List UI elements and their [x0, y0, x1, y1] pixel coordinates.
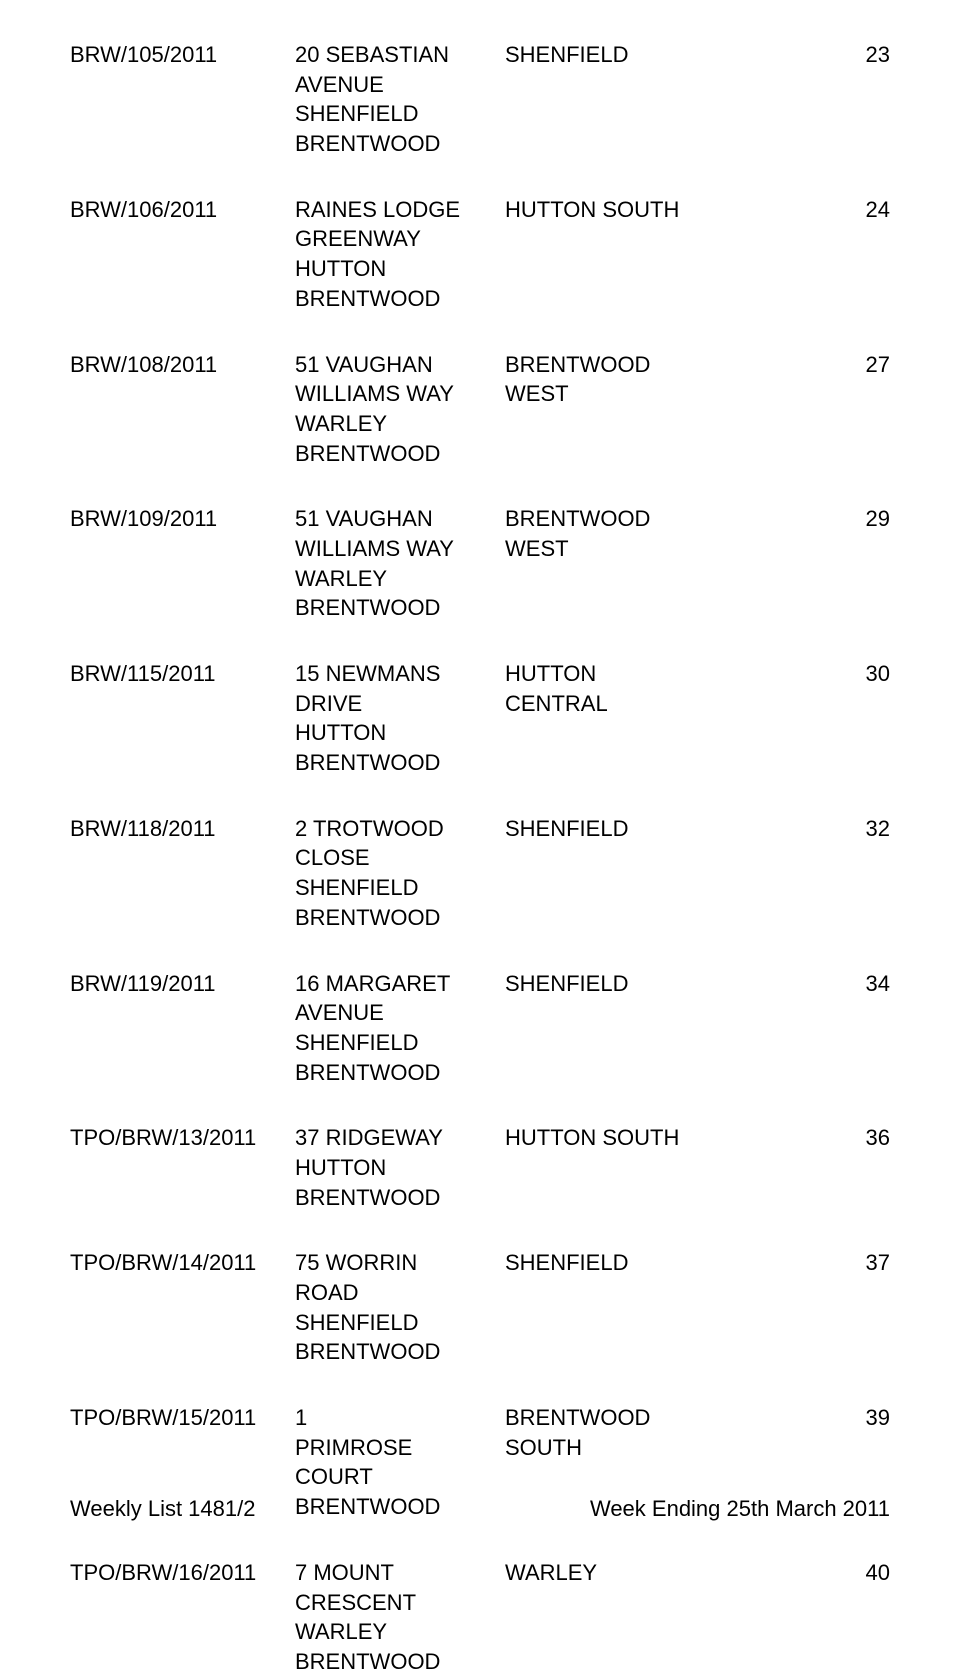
page-number-cell: 24	[840, 195, 890, 225]
ward-cell: HUTTON SOUTH	[505, 195, 840, 225]
ward-cell: SHENFIELD	[505, 40, 840, 70]
page-number-cell: 29	[840, 504, 890, 534]
address-cell: RAINES LODGE GREENWAY HUTTON BRENTWOOD	[295, 195, 505, 314]
reference-cell: TPO/BRW/13/2011	[70, 1123, 295, 1153]
address-cell: 15 NEWMANS DRIVE HUTTON BRENTWOOD	[295, 659, 505, 778]
ward-cell: SHENFIELD	[505, 1248, 840, 1278]
reference-cell: TPO/BRW/16/2011	[70, 1558, 295, 1588]
ward-cell: SHENFIELD	[505, 814, 840, 844]
page-number-cell: 23	[840, 40, 890, 70]
reference-cell: BRW/119/2011	[70, 969, 295, 999]
ward-cell: WARLEY	[505, 1558, 840, 1588]
address-cell: 37 RIDGEWAY HUTTON BRENTWOOD	[295, 1123, 505, 1212]
ward-cell: SHENFIELD	[505, 969, 840, 999]
reference-cell: BRW/109/2011	[70, 504, 295, 534]
page-number-cell: 32	[840, 814, 890, 844]
table-row: TPO/BRW/16/20117 MOUNT CRESCENT WARLEY B…	[70, 1558, 890, 1677]
table-row: BRW/119/201116 MARGARET AVENUE SHENFIELD…	[70, 969, 890, 1088]
table-row: BRW/106/2011RAINES LODGE GREENWAY HUTTON…	[70, 195, 890, 314]
page: BRW/105/201120 SEBASTIAN AVENUE SHENFIEL…	[0, 0, 960, 1582]
page-number-cell: 40	[840, 1558, 890, 1588]
reference-cell: BRW/115/2011	[70, 659, 295, 689]
table-row: BRW/108/201151 VAUGHAN WILLIAMS WAY WARL…	[70, 350, 890, 469]
reference-cell: BRW/106/2011	[70, 195, 295, 225]
ward-cell: HUTTON CENTRAL	[505, 659, 840, 718]
reference-cell: BRW/108/2011	[70, 350, 295, 380]
table-row: BRW/118/20112 TROTWOOD CLOSE SHENFIELD B…	[70, 814, 890, 933]
address-cell: 16 MARGARET AVENUE SHENFIELD BRENTWOOD	[295, 969, 505, 1088]
ward-cell: HUTTON SOUTH	[505, 1123, 840, 1153]
table-row: BRW/115/201115 NEWMANS DRIVE HUTTON BREN…	[70, 659, 890, 778]
address-cell: 51 VAUGHAN WILLIAMS WAY WARLEY BRENTWOOD	[295, 350, 505, 469]
table-row: TPO/BRW/13/201137 RIDGEWAY HUTTON BRENTW…	[70, 1123, 890, 1212]
address-cell: 75 WORRIN ROAD SHENFIELD BRENTWOOD	[295, 1248, 505, 1367]
table-row: TPO/BRW/14/201175 WORRIN ROAD SHENFIELD …	[70, 1248, 890, 1367]
page-number-cell: 34	[840, 969, 890, 999]
footer-left: Weekly List 1481/2	[70, 1496, 255, 1522]
table-row: BRW/105/201120 SEBASTIAN AVENUE SHENFIEL…	[70, 40, 890, 159]
reference-cell: BRW/118/2011	[70, 814, 295, 844]
address-cell: 2 TROTWOOD CLOSE SHENFIELD BRENTWOOD	[295, 814, 505, 933]
address-cell: 51 VAUGHAN WILLIAMS WAY WARLEY BRENTWOOD	[295, 504, 505, 623]
ward-cell: BRENTWOOD WEST	[505, 350, 840, 409]
page-number-cell: 30	[840, 659, 890, 689]
table-row: BRW/109/201151 VAUGHAN WILLIAMS WAY WARL…	[70, 504, 890, 623]
page-footer: Weekly List 1481/2 Week Ending 25th Marc…	[70, 1496, 890, 1522]
reference-cell: TPO/BRW/15/2011	[70, 1403, 295, 1433]
page-number-cell: 27	[840, 350, 890, 380]
ward-cell: BRENTWOOD WEST	[505, 504, 840, 563]
address-cell: 7 MOUNT CRESCENT WARLEY BRENTWOOD	[295, 1558, 505, 1677]
page-number-cell: 37	[840, 1248, 890, 1278]
application-table: BRW/105/201120 SEBASTIAN AVENUE SHENFIEL…	[70, 40, 890, 1677]
ward-cell: BRENTWOOD SOUTH	[505, 1403, 840, 1462]
page-number-cell: 36	[840, 1123, 890, 1153]
address-cell: 20 SEBASTIAN AVENUE SHENFIELD BRENTWOOD	[295, 40, 505, 159]
reference-cell: TPO/BRW/14/2011	[70, 1248, 295, 1278]
reference-cell: BRW/105/2011	[70, 40, 295, 70]
page-number-cell: 39	[840, 1403, 890, 1433]
footer-right: Week Ending 25th March 2011	[590, 1496, 890, 1522]
